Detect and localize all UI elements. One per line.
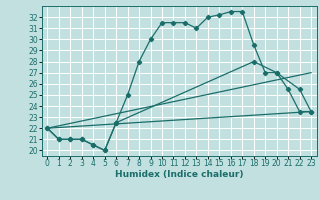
X-axis label: Humidex (Indice chaleur): Humidex (Indice chaleur) [115,170,244,179]
